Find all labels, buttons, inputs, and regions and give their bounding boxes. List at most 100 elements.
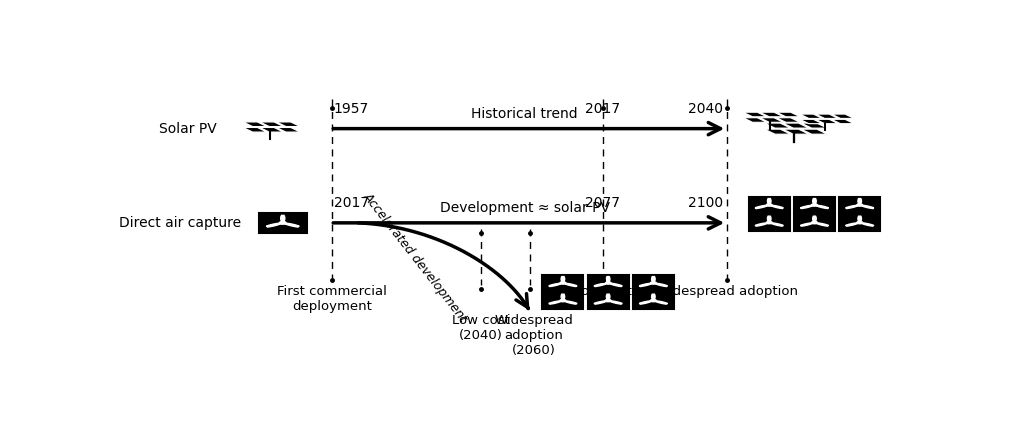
Bar xyxy=(749,197,790,214)
Polygon shape xyxy=(800,119,822,124)
Polygon shape xyxy=(755,205,767,208)
Bar xyxy=(588,275,629,292)
Circle shape xyxy=(812,204,817,206)
Bar xyxy=(794,197,835,214)
Polygon shape xyxy=(610,283,623,287)
Polygon shape xyxy=(755,223,767,226)
Bar xyxy=(543,292,584,309)
Text: Accelerated development: Accelerated development xyxy=(360,189,470,325)
Circle shape xyxy=(857,222,862,224)
Circle shape xyxy=(280,222,286,224)
Polygon shape xyxy=(243,122,267,127)
Circle shape xyxy=(650,282,656,284)
Polygon shape xyxy=(606,294,610,300)
Polygon shape xyxy=(639,301,651,304)
Polygon shape xyxy=(594,283,606,287)
Text: 2017: 2017 xyxy=(585,102,621,116)
Bar xyxy=(259,213,307,233)
Circle shape xyxy=(605,282,611,284)
Polygon shape xyxy=(655,283,668,287)
Text: 2100: 2100 xyxy=(688,196,723,210)
Text: Low cost
(2040): Low cost (2040) xyxy=(453,314,510,342)
Bar xyxy=(839,197,881,214)
Polygon shape xyxy=(815,119,839,124)
Polygon shape xyxy=(858,199,861,204)
Polygon shape xyxy=(639,283,651,287)
Polygon shape xyxy=(801,223,813,226)
Polygon shape xyxy=(861,223,873,226)
Bar xyxy=(588,275,629,292)
Polygon shape xyxy=(776,118,800,122)
Polygon shape xyxy=(782,123,809,128)
Polygon shape xyxy=(260,127,284,132)
Circle shape xyxy=(857,204,862,206)
Polygon shape xyxy=(594,301,606,304)
Polygon shape xyxy=(801,129,827,134)
Polygon shape xyxy=(815,114,839,119)
Polygon shape xyxy=(760,112,783,117)
Bar xyxy=(794,197,835,214)
Polygon shape xyxy=(260,122,284,127)
Bar xyxy=(543,292,584,309)
Bar xyxy=(749,214,790,231)
Bar xyxy=(749,214,790,231)
Polygon shape xyxy=(565,301,577,304)
Polygon shape xyxy=(765,123,791,128)
Bar xyxy=(633,292,674,309)
Polygon shape xyxy=(651,276,655,282)
Polygon shape xyxy=(767,199,771,204)
Text: Development ≈ solar PV: Development ≈ solar PV xyxy=(439,201,610,215)
Circle shape xyxy=(560,299,565,302)
Polygon shape xyxy=(771,205,783,208)
Polygon shape xyxy=(561,276,564,282)
Bar xyxy=(633,275,674,292)
Polygon shape xyxy=(266,223,281,227)
Polygon shape xyxy=(651,294,655,300)
Polygon shape xyxy=(276,122,300,127)
Polygon shape xyxy=(846,205,858,208)
Polygon shape xyxy=(743,118,767,122)
Polygon shape xyxy=(549,283,561,287)
Polygon shape xyxy=(813,199,816,204)
Bar xyxy=(794,214,835,231)
Polygon shape xyxy=(831,114,854,119)
Text: 2017: 2017 xyxy=(334,196,369,210)
Polygon shape xyxy=(776,112,800,117)
Polygon shape xyxy=(816,223,828,226)
Polygon shape xyxy=(801,205,813,208)
Polygon shape xyxy=(606,276,610,282)
Bar xyxy=(839,197,881,214)
Circle shape xyxy=(650,299,656,302)
Bar xyxy=(749,197,790,214)
Polygon shape xyxy=(549,301,561,304)
Bar xyxy=(794,214,835,231)
Polygon shape xyxy=(561,294,564,300)
Bar xyxy=(543,275,584,292)
Polygon shape xyxy=(760,118,783,122)
Polygon shape xyxy=(655,301,668,304)
Polygon shape xyxy=(765,129,791,134)
Text: 2077: 2077 xyxy=(585,196,621,210)
Polygon shape xyxy=(565,283,577,287)
Polygon shape xyxy=(858,216,861,222)
Bar xyxy=(633,292,674,309)
Polygon shape xyxy=(831,119,854,124)
Polygon shape xyxy=(771,223,783,226)
Bar xyxy=(839,214,881,231)
Circle shape xyxy=(605,299,611,302)
Text: First commercial
deployment: First commercial deployment xyxy=(278,284,387,313)
Bar xyxy=(839,214,881,231)
Text: 2040: 2040 xyxy=(688,102,723,116)
Polygon shape xyxy=(743,112,767,117)
Bar xyxy=(633,275,674,292)
Text: Solar PV: Solar PV xyxy=(159,122,216,135)
Text: 1957: 1957 xyxy=(334,102,369,116)
Polygon shape xyxy=(782,129,809,134)
Text: Low cost: Low cost xyxy=(573,284,632,298)
Text: Widespread adoption: Widespread adoption xyxy=(656,284,798,298)
Polygon shape xyxy=(861,205,873,208)
Bar xyxy=(588,292,629,309)
Polygon shape xyxy=(610,301,623,304)
Text: Direct air capture: Direct air capture xyxy=(119,216,241,230)
Polygon shape xyxy=(813,216,816,222)
